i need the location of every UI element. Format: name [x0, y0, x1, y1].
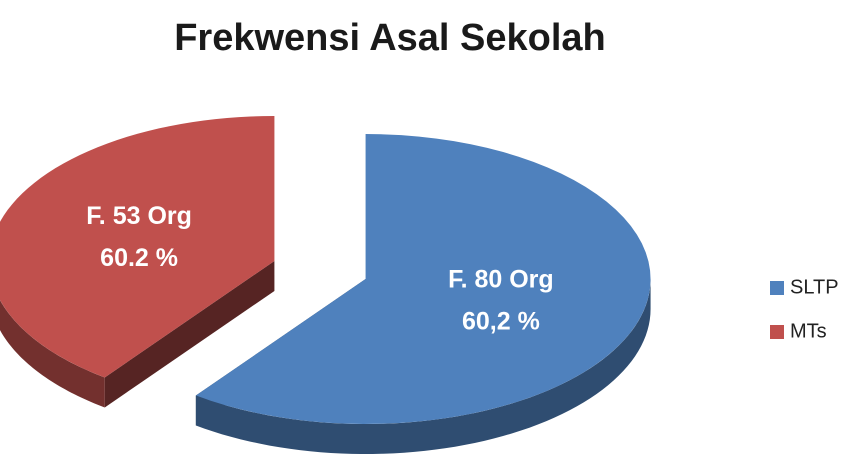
slice-face [104, 260, 275, 408]
slice [0, 115, 275, 378]
data-label: F. 80 Org [448, 265, 554, 293]
legend-label: SLTP [790, 276, 839, 298]
legend-label: MTs [790, 320, 827, 342]
data-label: F. 53 Org [86, 202, 192, 230]
slice [195, 134, 651, 425]
slice-side [195, 279, 651, 454]
chart-title: Frekwensi Asal Sekolah [174, 17, 606, 59]
slice-side [0, 300, 105, 408]
legend-swatch [770, 325, 784, 339]
data-label: 60.2 % [100, 244, 178, 272]
legend-swatch [770, 281, 784, 295]
data-label: 60,2 % [462, 307, 540, 335]
